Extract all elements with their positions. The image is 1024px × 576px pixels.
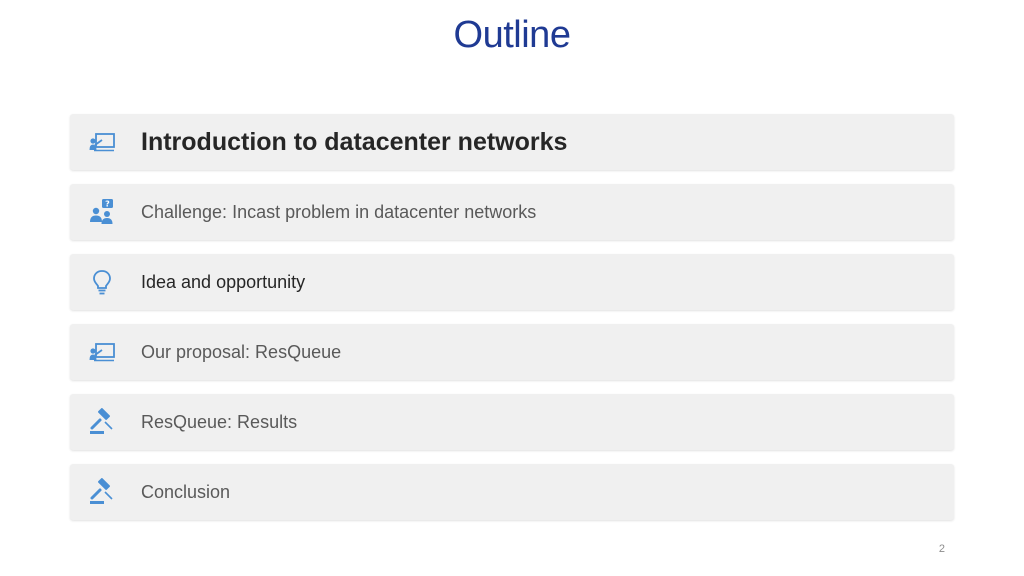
slide-title: Outline xyxy=(453,14,571,56)
gavel-icon xyxy=(88,408,116,436)
outline-item-label: Our proposal: ResQueue xyxy=(141,341,342,362)
outline-item-label: ResQueue: Results xyxy=(141,411,298,432)
outline-item-introduction: Introduction to datacenter networks xyxy=(70,114,954,170)
outline-item-label: Introduction to datacenter networks xyxy=(141,127,568,156)
lightbulb-icon xyxy=(88,268,116,296)
svg-text:?: ? xyxy=(105,200,110,209)
presentation-icon xyxy=(88,128,116,156)
outline-item-label: Idea and opportunity xyxy=(141,271,306,292)
outline-list: Introduction to datacenter networks ? Ch… xyxy=(70,114,954,534)
page-number: 2 xyxy=(938,543,945,555)
outline-item-proposal: Our proposal: ResQueue xyxy=(70,324,954,380)
question-group-icon: ? xyxy=(88,198,116,226)
gavel-icon xyxy=(88,478,116,506)
outline-item-challenge: ? Challenge: Incast problem in datacente… xyxy=(70,184,954,240)
outline-item-label: Conclusion xyxy=(141,481,231,502)
outline-item-idea: Idea and opportunity xyxy=(70,254,954,310)
outline-item-label: Challenge: Incast problem in datacenter … xyxy=(141,201,537,222)
presentation-icon xyxy=(88,338,116,366)
outline-item-results: ResQueue: Results xyxy=(70,394,954,450)
outline-item-conclusion: Conclusion xyxy=(70,464,954,520)
